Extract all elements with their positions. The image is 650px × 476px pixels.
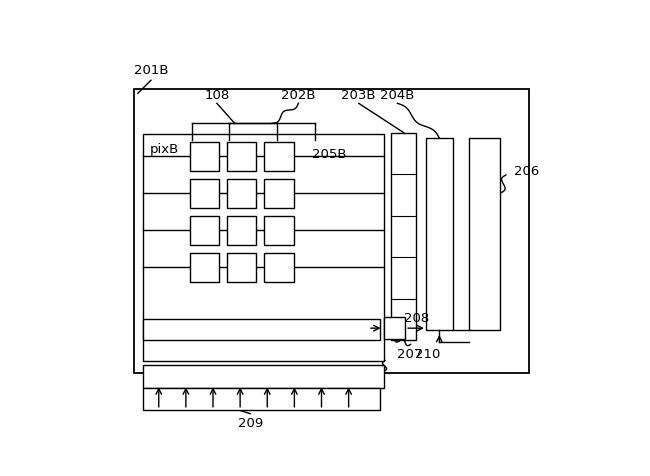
Bar bbox=[134, 89, 529, 373]
Text: 205B: 205B bbox=[312, 148, 346, 161]
Bar bbox=[227, 216, 256, 245]
Text: 204B: 204B bbox=[380, 89, 415, 102]
Bar bbox=[264, 179, 294, 208]
Bar bbox=[143, 365, 384, 388]
Bar bbox=[384, 317, 405, 339]
Bar bbox=[143, 319, 380, 340]
Bar bbox=[264, 142, 294, 171]
Bar bbox=[190, 142, 219, 171]
Text: 202B: 202B bbox=[281, 89, 315, 102]
Bar bbox=[190, 216, 219, 245]
Text: 210: 210 bbox=[415, 348, 440, 361]
Text: 201B: 201B bbox=[134, 64, 168, 77]
Bar bbox=[426, 138, 453, 330]
Bar bbox=[264, 216, 294, 245]
Text: 108: 108 bbox=[204, 89, 229, 102]
Bar bbox=[469, 138, 500, 330]
Bar bbox=[227, 142, 256, 171]
Text: 209: 209 bbox=[238, 417, 263, 430]
Bar bbox=[190, 179, 219, 208]
Bar bbox=[190, 253, 219, 282]
Bar bbox=[143, 134, 384, 361]
Text: 207: 207 bbox=[396, 348, 422, 361]
Text: 203B: 203B bbox=[341, 89, 376, 102]
Bar bbox=[227, 253, 256, 282]
Bar bbox=[264, 253, 294, 282]
Text: 206: 206 bbox=[514, 165, 539, 178]
Bar bbox=[143, 388, 380, 410]
Bar bbox=[391, 133, 416, 340]
Bar bbox=[227, 179, 256, 208]
Text: 208: 208 bbox=[404, 312, 429, 326]
Text: pixB: pixB bbox=[150, 143, 179, 156]
